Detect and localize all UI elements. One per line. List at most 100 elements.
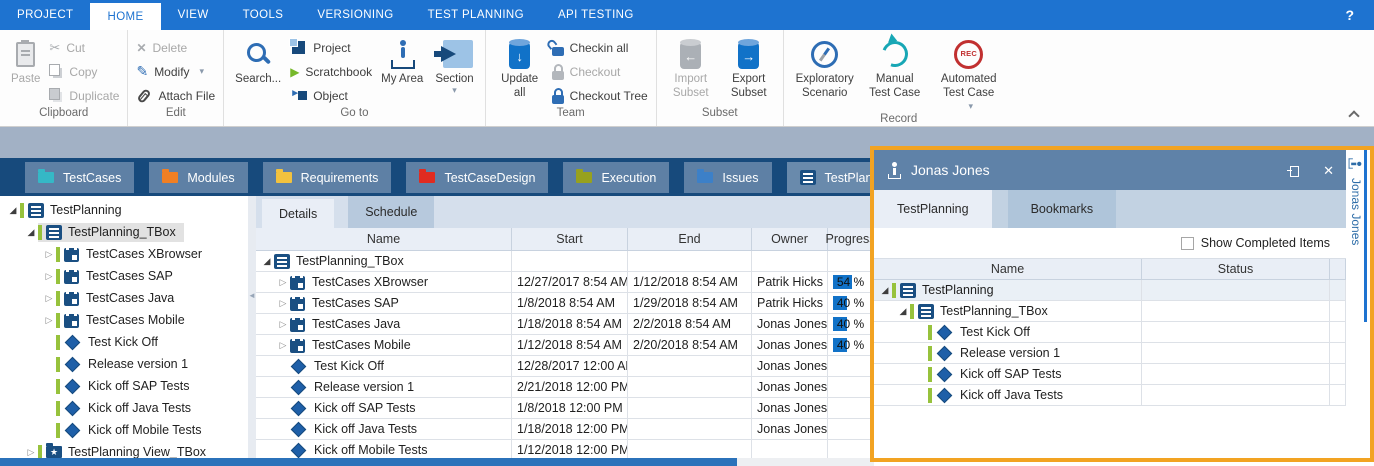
panel-tree-row[interactable]: Test Kick Off [874, 322, 1346, 343]
table-row[interactable]: TestCases XBrowser 12/27/2017 8:54 AM1/1… [256, 272, 874, 293]
column-header-name[interactable]: Name [874, 259, 1142, 280]
close-icon[interactable] [1323, 162, 1334, 179]
tree-splitter[interactable] [248, 196, 256, 458]
panel-header: Jonas Jones [874, 150, 1346, 190]
table-row[interactable]: Kick off Java Tests 1/18/2018 12:00 PMJo… [256, 419, 874, 440]
expander-icon[interactable] [42, 294, 56, 303]
expander-icon[interactable] [276, 320, 290, 329]
expander-icon[interactable] [42, 272, 56, 281]
goto-object-button[interactable]: Object [290, 86, 372, 105]
table-row[interactable]: TestCases Mobile 1/12/2018 8:54 AM2/20/2… [256, 335, 874, 356]
table-row[interactable]: Release version 1 2/21/2018 12:00 PMJona… [256, 377, 874, 398]
bottom-scrollbar[interactable] [0, 458, 737, 466]
my-area-icon [389, 40, 415, 69]
menu-api-testing[interactable]: API TESTING [541, 0, 651, 30]
column-header-owner[interactable]: Owner [752, 228, 828, 251]
panel-tree-row[interactable]: Kick off Java Tests [874, 385, 1346, 406]
expander-icon[interactable] [42, 316, 56, 325]
expander-icon[interactable] [276, 341, 290, 350]
tab-panel-testplanning[interactable]: TestPlanning [874, 190, 992, 228]
tree-item-testcases-sap[interactable]: TestCases SAP [0, 265, 248, 287]
expander-icon[interactable] [896, 307, 910, 316]
tree-item-testcases-java[interactable]: TestCases Java [0, 287, 248, 309]
paste-button[interactable]: Paste [8, 35, 43, 87]
checkout-button[interactable]: Checkout [552, 62, 648, 81]
panel-tree-row[interactable]: TestPlanning [874, 280, 1346, 301]
checkout-tree-button[interactable]: Checkout Tree [552, 86, 648, 105]
section-button[interactable]: Section ▾ [432, 35, 476, 96]
goto-project-button[interactable]: Project [290, 38, 372, 57]
exploratory-scenario-button[interactable]: Exploratory Scenario [792, 35, 858, 102]
tab-panel-bookmarks[interactable]: Bookmarks [1008, 190, 1117, 228]
expander-icon[interactable] [24, 228, 38, 237]
tree-item-kick-off-java-tests[interactable]: Kick off Java Tests [0, 397, 248, 419]
modify-button[interactable]: Modify [136, 62, 215, 81]
pin-icon[interactable] [1287, 164, 1300, 177]
expander-icon[interactable] [24, 448, 38, 457]
goto-scratchbook-button[interactable]: Scratchbook [290, 62, 372, 81]
checkin-all-button[interactable]: Checkin all [552, 38, 648, 57]
tab-testcasedesign[interactable]: TestCaseDesign [406, 162, 548, 193]
menu-project[interactable]: PROJECT [0, 0, 90, 30]
table-row[interactable]: TestCases Java 1/18/2018 8:54 AM2/2/2018… [256, 314, 874, 335]
my-area-button[interactable]: My Area [378, 35, 426, 87]
table-row[interactable]: Test Kick Off 12/28/2017 12:00 AMJonas J… [256, 356, 874, 377]
tab-modules[interactable]: Modules [149, 162, 247, 193]
tab-requirements[interactable]: Requirements [263, 162, 392, 193]
collapse-ribbon-icon[interactable] [1349, 109, 1358, 118]
menu-test-planning[interactable]: TEST PLANNING [411, 0, 541, 30]
table-row[interactable]: TestCases SAP 1/8/2018 8:54 AM1/29/2018 … [256, 293, 874, 314]
column-header-status[interactable]: Status [1142, 259, 1330, 280]
tree-item-testplanning-view-tbox[interactable]: TestPlanning View_TBox [0, 441, 248, 458]
panel-tree-row[interactable]: Release version 1 [874, 343, 1346, 364]
panel-tree-row[interactable]: Kick off SAP Tests [874, 364, 1346, 385]
docked-panel-strip[interactable]: Jonas Jones [1346, 150, 1366, 458]
expander-icon[interactable] [6, 206, 20, 215]
tab-schedule[interactable]: Schedule [348, 196, 434, 228]
tree-item-kick-off-sap-tests[interactable]: Kick off SAP Tests [0, 375, 248, 397]
automated-test-case-button[interactable]: Automated Test Case [932, 35, 1006, 113]
tree-item-release-version-1[interactable]: Release version 1 [0, 353, 248, 375]
tree-item-kick-off-mobile-tests[interactable]: Kick off Mobile Tests [0, 419, 248, 441]
menu-view[interactable]: VIEW [161, 0, 226, 30]
delete-button[interactable]: Delete [136, 38, 215, 57]
export-subset-button[interactable]: Export Subset [723, 35, 775, 102]
menu-home[interactable]: HOME [90, 3, 160, 30]
tree-item-test-kick-off[interactable]: Test Kick Off [0, 331, 248, 353]
tab-testcases[interactable]: TestCases [25, 162, 134, 193]
tab-details[interactable]: Details [262, 199, 334, 228]
manual-test-case-button[interactable]: Manual Test Case [864, 35, 926, 102]
table-row[interactable]: Kick off Mobile Tests 1/12/2018 12:00 PM [256, 440, 874, 458]
expander-icon[interactable] [878, 286, 892, 295]
menu-tools[interactable]: TOOLS [226, 0, 301, 30]
tree-item-testplanning-tbox[interactable]: TestPlanning_TBox [0, 221, 248, 243]
expander-icon[interactable] [260, 257, 274, 266]
show-completed-checkbox[interactable] [1181, 237, 1194, 250]
help-icon[interactable]: ? [1325, 0, 1374, 30]
table-row[interactable]: TestPlanning_TBox [256, 251, 874, 272]
expander-icon[interactable] [276, 299, 290, 308]
expander-icon[interactable] [42, 250, 56, 259]
tab-testplanning[interactable]: TestPlanning [787, 162, 875, 193]
progress-bar: 40 % [833, 338, 868, 352]
column-header-end[interactable]: End [628, 228, 752, 251]
column-header-name[interactable]: Name [256, 228, 512, 251]
tab-issues[interactable]: Issues [684, 162, 771, 193]
tab-execution[interactable]: Execution [563, 162, 669, 193]
panel-tree-row[interactable]: TestPlanning_TBox [874, 301, 1346, 322]
menu-versioning[interactable]: VERSIONING [300, 0, 410, 30]
duplicate-button[interactable]: Duplicate [49, 86, 119, 105]
tree-item-testplanning[interactable]: TestPlanning [0, 199, 248, 221]
column-header-progress[interactable]: Progress [828, 228, 874, 251]
search-button[interactable]: Search... [232, 35, 284, 87]
import-subset-button[interactable]: Import Subset [665, 35, 717, 102]
table-row[interactable]: Kick off SAP Tests 1/8/2018 12:00 PMJona… [256, 398, 874, 419]
cut-button[interactable]: Cut [49, 38, 119, 57]
tree-item-testcases-mobile[interactable]: TestCases Mobile [0, 309, 248, 331]
copy-button[interactable]: Copy [49, 62, 119, 81]
attach-file-button[interactable]: Attach File [136, 86, 215, 105]
tree-item-testcases-xbrowser[interactable]: TestCases XBrowser [0, 243, 248, 265]
column-header-start[interactable]: Start [512, 228, 628, 251]
expander-icon[interactable] [276, 278, 290, 287]
update-all-button[interactable]: Update all [494, 35, 546, 102]
